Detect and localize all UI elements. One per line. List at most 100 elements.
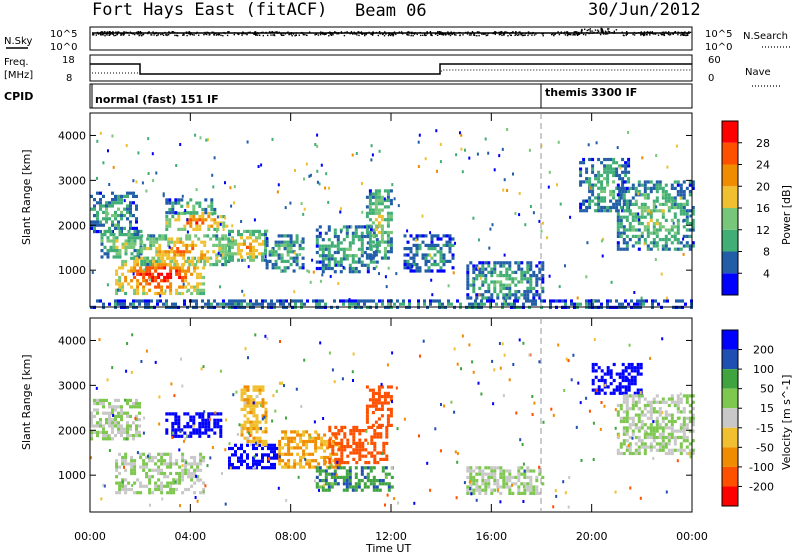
cell <box>526 286 530 290</box>
cell <box>130 455 134 460</box>
cell <box>667 228 671 232</box>
cell <box>228 446 231 451</box>
cell <box>171 425 175 429</box>
cell <box>148 272 152 276</box>
cell <box>661 432 665 436</box>
cell <box>627 170 631 174</box>
cell <box>136 491 140 495</box>
cell <box>196 291 200 296</box>
cell <box>387 302 390 306</box>
cell <box>102 302 105 306</box>
cell <box>111 134 114 138</box>
noise-sample <box>588 29 590 31</box>
cell <box>594 202 598 206</box>
cell <box>173 263 177 267</box>
cell <box>96 210 99 214</box>
cell <box>493 466 497 470</box>
cell <box>661 400 665 404</box>
cell <box>105 437 108 441</box>
cell <box>436 237 440 241</box>
cell <box>606 170 610 174</box>
cell <box>136 285 140 289</box>
cell <box>152 237 156 241</box>
cell <box>231 453 234 457</box>
cell <box>380 202 384 206</box>
noise-sample <box>507 35 509 37</box>
cell <box>154 263 158 267</box>
cell <box>661 442 665 446</box>
cell <box>348 482 352 486</box>
cell <box>241 258 244 262</box>
cell <box>664 445 668 449</box>
cell <box>139 236 143 240</box>
cell <box>99 207 102 211</box>
cell <box>517 469 521 473</box>
cell <box>357 302 360 306</box>
cell <box>670 202 674 206</box>
cell <box>360 488 364 492</box>
cell <box>111 437 114 441</box>
cell <box>655 205 658 209</box>
noise-sample <box>467 31 469 33</box>
cell <box>366 270 370 274</box>
cell <box>252 436 256 440</box>
cell <box>287 462 291 466</box>
cell <box>198 428 202 432</box>
cell <box>193 459 197 463</box>
cell <box>305 459 309 463</box>
cell <box>472 216 475 220</box>
noise-sample <box>669 33 672 36</box>
cell <box>503 178 506 182</box>
cell <box>339 263 343 267</box>
cell <box>333 380 336 384</box>
cell <box>318 266 322 271</box>
noise-sample <box>139 31 142 33</box>
cell <box>138 299 141 303</box>
cell <box>115 459 119 463</box>
cell <box>142 431 145 435</box>
cell <box>194 133 197 137</box>
cell <box>409 266 413 270</box>
cell <box>386 198 390 203</box>
cell <box>372 250 376 255</box>
cell <box>655 183 659 187</box>
cell <box>184 459 188 463</box>
cell <box>336 460 339 464</box>
cell <box>523 469 526 473</box>
cell <box>339 210 342 214</box>
cell <box>143 263 147 267</box>
cell <box>108 421 111 425</box>
cell <box>302 452 306 456</box>
cell <box>490 274 494 278</box>
cell <box>585 209 589 213</box>
cell <box>142 468 146 472</box>
noise-sample <box>441 33 443 35</box>
cell <box>658 180 662 184</box>
cell <box>179 250 183 254</box>
cell <box>652 222 656 226</box>
cell <box>239 252 242 256</box>
cell <box>358 448 362 452</box>
cell <box>175 291 179 296</box>
cell <box>249 299 252 303</box>
cell <box>231 245 234 249</box>
cell <box>409 250 413 254</box>
cell <box>213 221 217 225</box>
cell <box>132 179 135 183</box>
cell <box>312 299 315 303</box>
cell <box>264 334 267 338</box>
cell <box>508 469 512 473</box>
cell <box>380 382 383 386</box>
cell <box>511 293 515 297</box>
cell <box>176 240 180 244</box>
cell <box>365 407 369 411</box>
cell <box>645 431 648 435</box>
cell <box>673 202 677 206</box>
cell <box>279 302 282 306</box>
cell <box>374 224 378 228</box>
cell <box>484 466 488 470</box>
cell <box>451 253 455 257</box>
cell <box>157 263 161 267</box>
cell <box>595 141 598 145</box>
cell <box>96 230 99 234</box>
